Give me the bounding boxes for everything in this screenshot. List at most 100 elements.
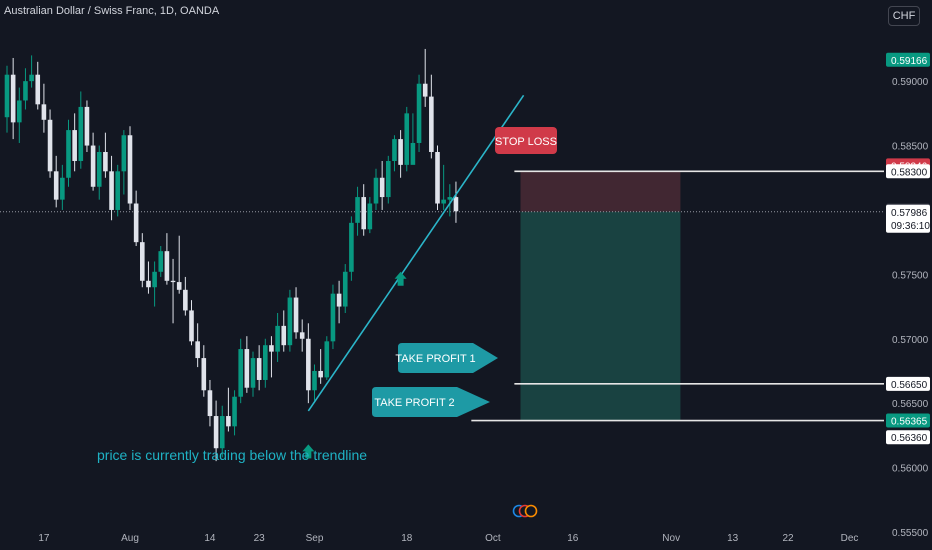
candle[interactable]	[355, 186, 360, 236]
candle[interactable]	[324, 336, 330, 380]
candle[interactable]	[146, 261, 151, 294]
candle[interactable]	[72, 113, 77, 172]
price-label: 0.56360	[886, 430, 930, 445]
candle[interactable]	[10, 57, 16, 140]
candle[interactable]	[293, 287, 299, 339]
candle[interactable]	[121, 130, 127, 195]
time-tick-label: 23	[254, 533, 266, 544]
candle[interactable]	[422, 48, 428, 107]
candle[interactable]	[35, 61, 41, 110]
candle[interactable]	[226, 387, 231, 432]
candle[interactable]	[287, 289, 293, 352]
target-zone[interactable]	[520, 211, 681, 421]
price-tick-label: 0.57500	[892, 270, 929, 281]
candle[interactable]	[158, 246, 164, 277]
candle[interactable]	[435, 145, 440, 210]
candle[interactable]	[127, 126, 133, 210]
candle[interactable]	[416, 74, 422, 152]
candle[interactable]	[213, 400, 219, 462]
take-profit-1-badge[interactable]	[398, 343, 498, 373]
candle[interactable]	[17, 87, 22, 143]
candle[interactable]	[410, 113, 416, 165]
candle[interactable]	[250, 351, 256, 397]
candle-body	[140, 242, 145, 281]
candle[interactable]	[152, 261, 157, 307]
candle[interactable]	[392, 135, 397, 172]
candle[interactable]	[447, 184, 453, 217]
candle[interactable]	[312, 364, 317, 401]
candle[interactable]	[103, 132, 108, 178]
candle[interactable]	[342, 264, 348, 313]
candle[interactable]	[195, 323, 200, 368]
candle[interactable]	[379, 161, 385, 210]
candle[interactable]	[96, 145, 102, 200]
candle-body	[398, 139, 403, 165]
candle[interactable]	[336, 280, 342, 324]
candle[interactable]	[349, 216, 354, 281]
candle[interactable]	[306, 323, 311, 404]
candle[interactable]	[53, 155, 59, 208]
candle[interactable]	[238, 338, 243, 404]
candle[interactable]	[318, 349, 323, 384]
candle-body	[96, 151, 102, 187]
candle[interactable]	[183, 276, 188, 316]
candle[interactable]	[299, 319, 305, 352]
candle[interactable]	[361, 184, 366, 236]
candle[interactable]	[386, 155, 391, 204]
time-tick-label: 18	[401, 533, 413, 544]
candle[interactable]	[78, 91, 84, 169]
take-profit-2-badge[interactable]	[372, 387, 490, 417]
stop-loss-badge[interactable]	[495, 127, 557, 154]
candle[interactable]	[140, 233, 145, 288]
currency-button[interactable]: CHF	[888, 6, 920, 26]
trendline[interactable]	[307, 94, 525, 412]
candle[interactable]	[164, 233, 170, 285]
stop-loss-zone[interactable]	[520, 171, 681, 212]
candle[interactable]	[66, 119, 71, 187]
candle[interactable]	[367, 197, 373, 234]
candle[interactable]	[90, 132, 96, 191]
candle-body	[429, 96, 434, 152]
candle[interactable]	[330, 284, 336, 350]
candle-body	[263, 345, 268, 380]
candle[interactable]	[429, 74, 434, 159]
candle[interactable]	[398, 130, 403, 178]
candle[interactable]	[256, 345, 262, 391]
candle[interactable]	[115, 164, 120, 217]
candle[interactable]	[275, 312, 280, 362]
candle-body	[287, 297, 293, 346]
candle[interactable]	[441, 164, 446, 210]
candle[interactable]	[207, 379, 213, 427]
candle[interactable]	[41, 83, 47, 133]
candle[interactable]	[47, 109, 53, 178]
candle[interactable]	[109, 155, 114, 221]
price-tick-label: 0.58500	[892, 142, 929, 153]
time-tick-label: 17	[38, 533, 50, 544]
candle[interactable]	[4, 65, 10, 133]
candle[interactable]	[281, 310, 287, 352]
candle[interactable]	[453, 181, 459, 223]
candle[interactable]	[84, 100, 90, 152]
candle[interactable]	[201, 345, 207, 397]
candle[interactable]	[404, 106, 410, 172]
candle[interactable]	[219, 405, 225, 458]
time-tick-label: 16	[567, 533, 579, 544]
candle[interactable]	[232, 390, 237, 436]
candle[interactable]	[244, 336, 250, 393]
price-label: 0.56650	[886, 376, 930, 391]
events-icon[interactable]	[512, 504, 538, 518]
candle-body	[41, 104, 47, 120]
candle[interactable]	[170, 258, 176, 324]
candle[interactable]	[23, 68, 28, 110]
candle[interactable]	[189, 300, 194, 346]
candle-body	[35, 74, 41, 105]
candle[interactable]	[60, 164, 65, 210]
candle[interactable]	[263, 338, 268, 388]
candle[interactable]	[373, 168, 379, 210]
candle[interactable]	[269, 336, 274, 378]
stop-loss-label: STOP LOSS	[495, 136, 557, 148]
candle[interactable]	[29, 55, 34, 88]
candle[interactable]	[133, 190, 139, 247]
candle[interactable]	[176, 235, 182, 294]
